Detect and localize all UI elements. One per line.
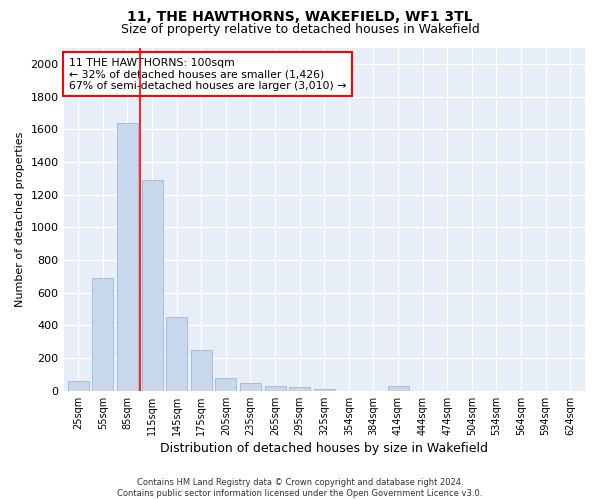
Bar (265, 386, 286, 391)
Text: 11, THE HAWTHORNS, WAKEFIELD, WF1 3TL: 11, THE HAWTHORNS, WAKEFIELD, WF1 3TL (127, 10, 473, 24)
Bar (289, 386, 310, 391)
X-axis label: Distribution of detached houses by size in Wakefield: Distribution of detached houses by size … (160, 442, 488, 455)
Bar (314, 389, 335, 391)
Y-axis label: Number of detached properties: Number of detached properties (15, 132, 25, 307)
Bar (240, 382, 261, 391)
Text: Contains HM Land Registry data © Crown copyright and database right 2024.
Contai: Contains HM Land Registry data © Crown c… (118, 478, 482, 498)
Text: Size of property relative to detached houses in Wakefield: Size of property relative to detached ho… (121, 22, 479, 36)
Bar (92, 278, 113, 391)
Bar (68, 381, 89, 391)
Bar (166, 318, 187, 391)
Bar (142, 180, 163, 391)
Bar (215, 378, 236, 391)
Bar (388, 386, 409, 391)
Text: 11 THE HAWTHORNS: 100sqm
← 32% of detached houses are smaller (1,426)
67% of sem: 11 THE HAWTHORNS: 100sqm ← 32% of detach… (69, 58, 346, 91)
Bar (191, 350, 212, 391)
Bar (117, 122, 138, 391)
